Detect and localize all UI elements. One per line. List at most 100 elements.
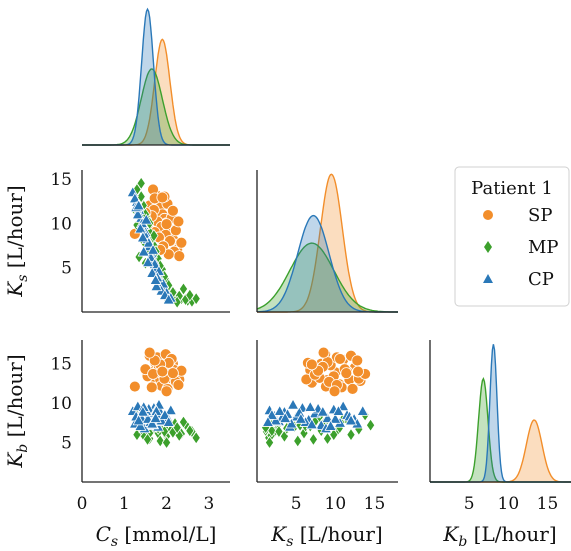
- y-axis-label-Ks-unit: [L/hour]: [3, 185, 27, 274]
- y-axis-label-Kb: Kb [L/hour]: [3, 354, 31, 468]
- kde-panel-Cs: [82, 7, 230, 146]
- point-SP: [172, 379, 185, 391]
- point-CP: [269, 414, 282, 426]
- point-CP: [140, 213, 153, 225]
- legend-title: Patient 1: [471, 178, 553, 199]
- point-MP: [322, 431, 333, 446]
- point-MP: [191, 291, 201, 306]
- point-SP: [145, 381, 158, 394]
- point-MP: [172, 420, 182, 435]
- x-axis-label-Ks-unit: [L/hour]: [293, 522, 382, 546]
- x-tick-label: 15: [364, 494, 386, 514]
- point-CP: [128, 192, 142, 204]
- point-CP: [356, 404, 369, 416]
- x-tick-label: 5: [464, 494, 475, 514]
- point-MP: [191, 431, 201, 445]
- legend-marker-SP: [483, 210, 493, 220]
- x-tick-label: 10: [498, 494, 520, 514]
- point-CP: [304, 400, 317, 412]
- point-SP: [128, 380, 141, 393]
- x-axis-label-Kb: Kb [L/hour]: [442, 522, 556, 550]
- point-MP: [185, 423, 195, 438]
- point-CP: [324, 419, 337, 431]
- legend-frame: [454, 166, 570, 307]
- point-SP: [160, 218, 173, 231]
- x-tick-label: 15: [537, 494, 559, 514]
- point-CP: [294, 412, 308, 424]
- point-SP: [167, 204, 179, 217]
- point-CP: [273, 404, 286, 416]
- point-MP: [142, 432, 153, 447]
- x-axis-label-Cs-sub: s: [111, 534, 118, 550]
- x-axis-label-Cs-var: C: [96, 522, 111, 546]
- point-SP: [167, 367, 179, 380]
- point-CP: [134, 222, 147, 234]
- y-axis-label-Ks-sub: s: [15, 275, 31, 282]
- kde-fill-SP: [257, 174, 398, 312]
- point-MP: [308, 432, 319, 447]
- point-CP: [279, 411, 292, 423]
- point-CP: [132, 199, 145, 211]
- point-SP: [352, 365, 364, 378]
- x-axis-label-Cs-unit: [mmol/L]: [118, 522, 216, 546]
- point-SP: [351, 354, 364, 367]
- scatter-panel-Ks-vs-Cs: [126, 176, 201, 309]
- point-CP: [134, 419, 147, 431]
- point-SP: [173, 250, 186, 262]
- point-CP: [305, 418, 319, 430]
- point-MP: [161, 435, 172, 450]
- point-CP: [136, 405, 150, 417]
- point-MP: [365, 418, 376, 432]
- y-axis-label-Kb-var: K: [3, 452, 27, 469]
- x-axis-label-Kb-unit: [L/hour]: [467, 522, 556, 546]
- x-axis-label-Kb-var: K: [442, 522, 459, 546]
- kde-panel-Ks: [256, 173, 398, 313]
- point-CP: [150, 279, 163, 292]
- point-MP: [264, 435, 275, 450]
- y-axis-label-Kb-unit: [L/hour]: [3, 354, 27, 443]
- scatter-panel-Kb-vs-Ks: [261, 346, 376, 450]
- point-SP: [156, 191, 169, 204]
- legend-marker-CP: [483, 274, 493, 283]
- point-CP: [286, 398, 300, 410]
- y-axis-label-Ks-var: K: [3, 281, 27, 298]
- point-MP: [274, 424, 284, 439]
- y-tick-label: 15: [50, 170, 72, 190]
- point-CP: [261, 415, 275, 427]
- kde-fill-MP: [257, 243, 398, 312]
- x-axis-label-Ks-var: K: [270, 522, 287, 546]
- y-axis-label-Ks: Ks [L/hour]: [3, 185, 31, 298]
- point-SP: [317, 346, 330, 359]
- y-axis-label-Kb-sub: b: [15, 444, 31, 453]
- legend-label-MP: MP: [528, 237, 559, 258]
- point-MP: [149, 228, 159, 243]
- point-CP: [344, 414, 358, 426]
- point-MP: [155, 434, 165, 448]
- point-MP: [178, 415, 189, 429]
- kde-fill-SP: [430, 420, 571, 482]
- x-axis-label-Cs: Cs [mmol/L]: [96, 522, 217, 550]
- point-CP: [164, 403, 177, 416]
- x-tick-label: 1: [119, 494, 130, 514]
- point-CP: [332, 404, 345, 416]
- point-MP: [293, 434, 303, 448]
- point-CP: [137, 245, 150, 257]
- kde-panel-Kb: [430, 344, 571, 483]
- x-axis-label-Ks: Ks [L/hour]: [270, 522, 383, 550]
- point-MP: [185, 288, 195, 302]
- scatter-panel-Kb-vs-Cs: [126, 346, 201, 450]
- kde-line-MP: [256, 242, 398, 313]
- y-tick-label: 5: [61, 259, 72, 279]
- kde-fill-MP: [82, 69, 230, 145]
- x-tick-label: 2: [161, 494, 172, 514]
- x-axis-label-Ks-sub: s: [286, 534, 293, 550]
- point-CP: [321, 411, 334, 423]
- point-CP: [149, 411, 162, 423]
- point-SP: [143, 346, 156, 359]
- kde-fill-CP: [82, 9, 230, 146]
- point-CP: [162, 415, 175, 427]
- point-CP: [158, 408, 172, 420]
- point-CP: [131, 208, 144, 220]
- x-axis-label-Kb-sub: b: [458, 534, 467, 550]
- point-SP: [346, 383, 359, 395]
